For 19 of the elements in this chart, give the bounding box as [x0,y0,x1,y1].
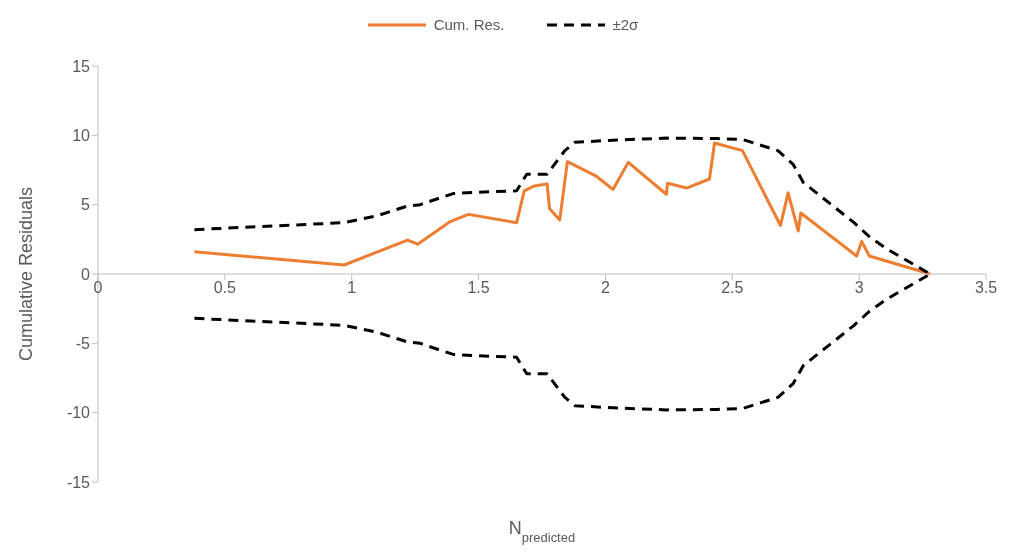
x-tick-label: 1.5 [467,279,490,297]
y-tick-label: -15 [66,473,91,491]
legend-label: Cum. Res. [433,16,505,33]
x-tick-label: 1 [347,279,357,297]
y-tick-label: 5 [81,196,91,214]
legend-label: ±2σ [612,16,639,33]
y-tick-label: -5 [75,335,91,353]
x-tick-label: 2.5 [721,279,744,297]
y-axis-title: Cumulative Residuals [16,186,37,362]
y-tick-label: -10 [66,404,91,422]
y-tick-label: 15 [72,57,91,75]
x-tick-label: 2 [600,279,610,297]
y-tick-label: 10 [72,127,91,145]
x-tick-label: 3.5 [974,279,998,297]
x-tick-label: 0 [93,279,103,297]
x-axis-title: N$_{predicted}$ [508,518,576,545]
y-tick-label: 0 [81,265,91,283]
x-tick-label: 3 [854,279,864,297]
x-tick-label: 0.5 [213,279,237,297]
